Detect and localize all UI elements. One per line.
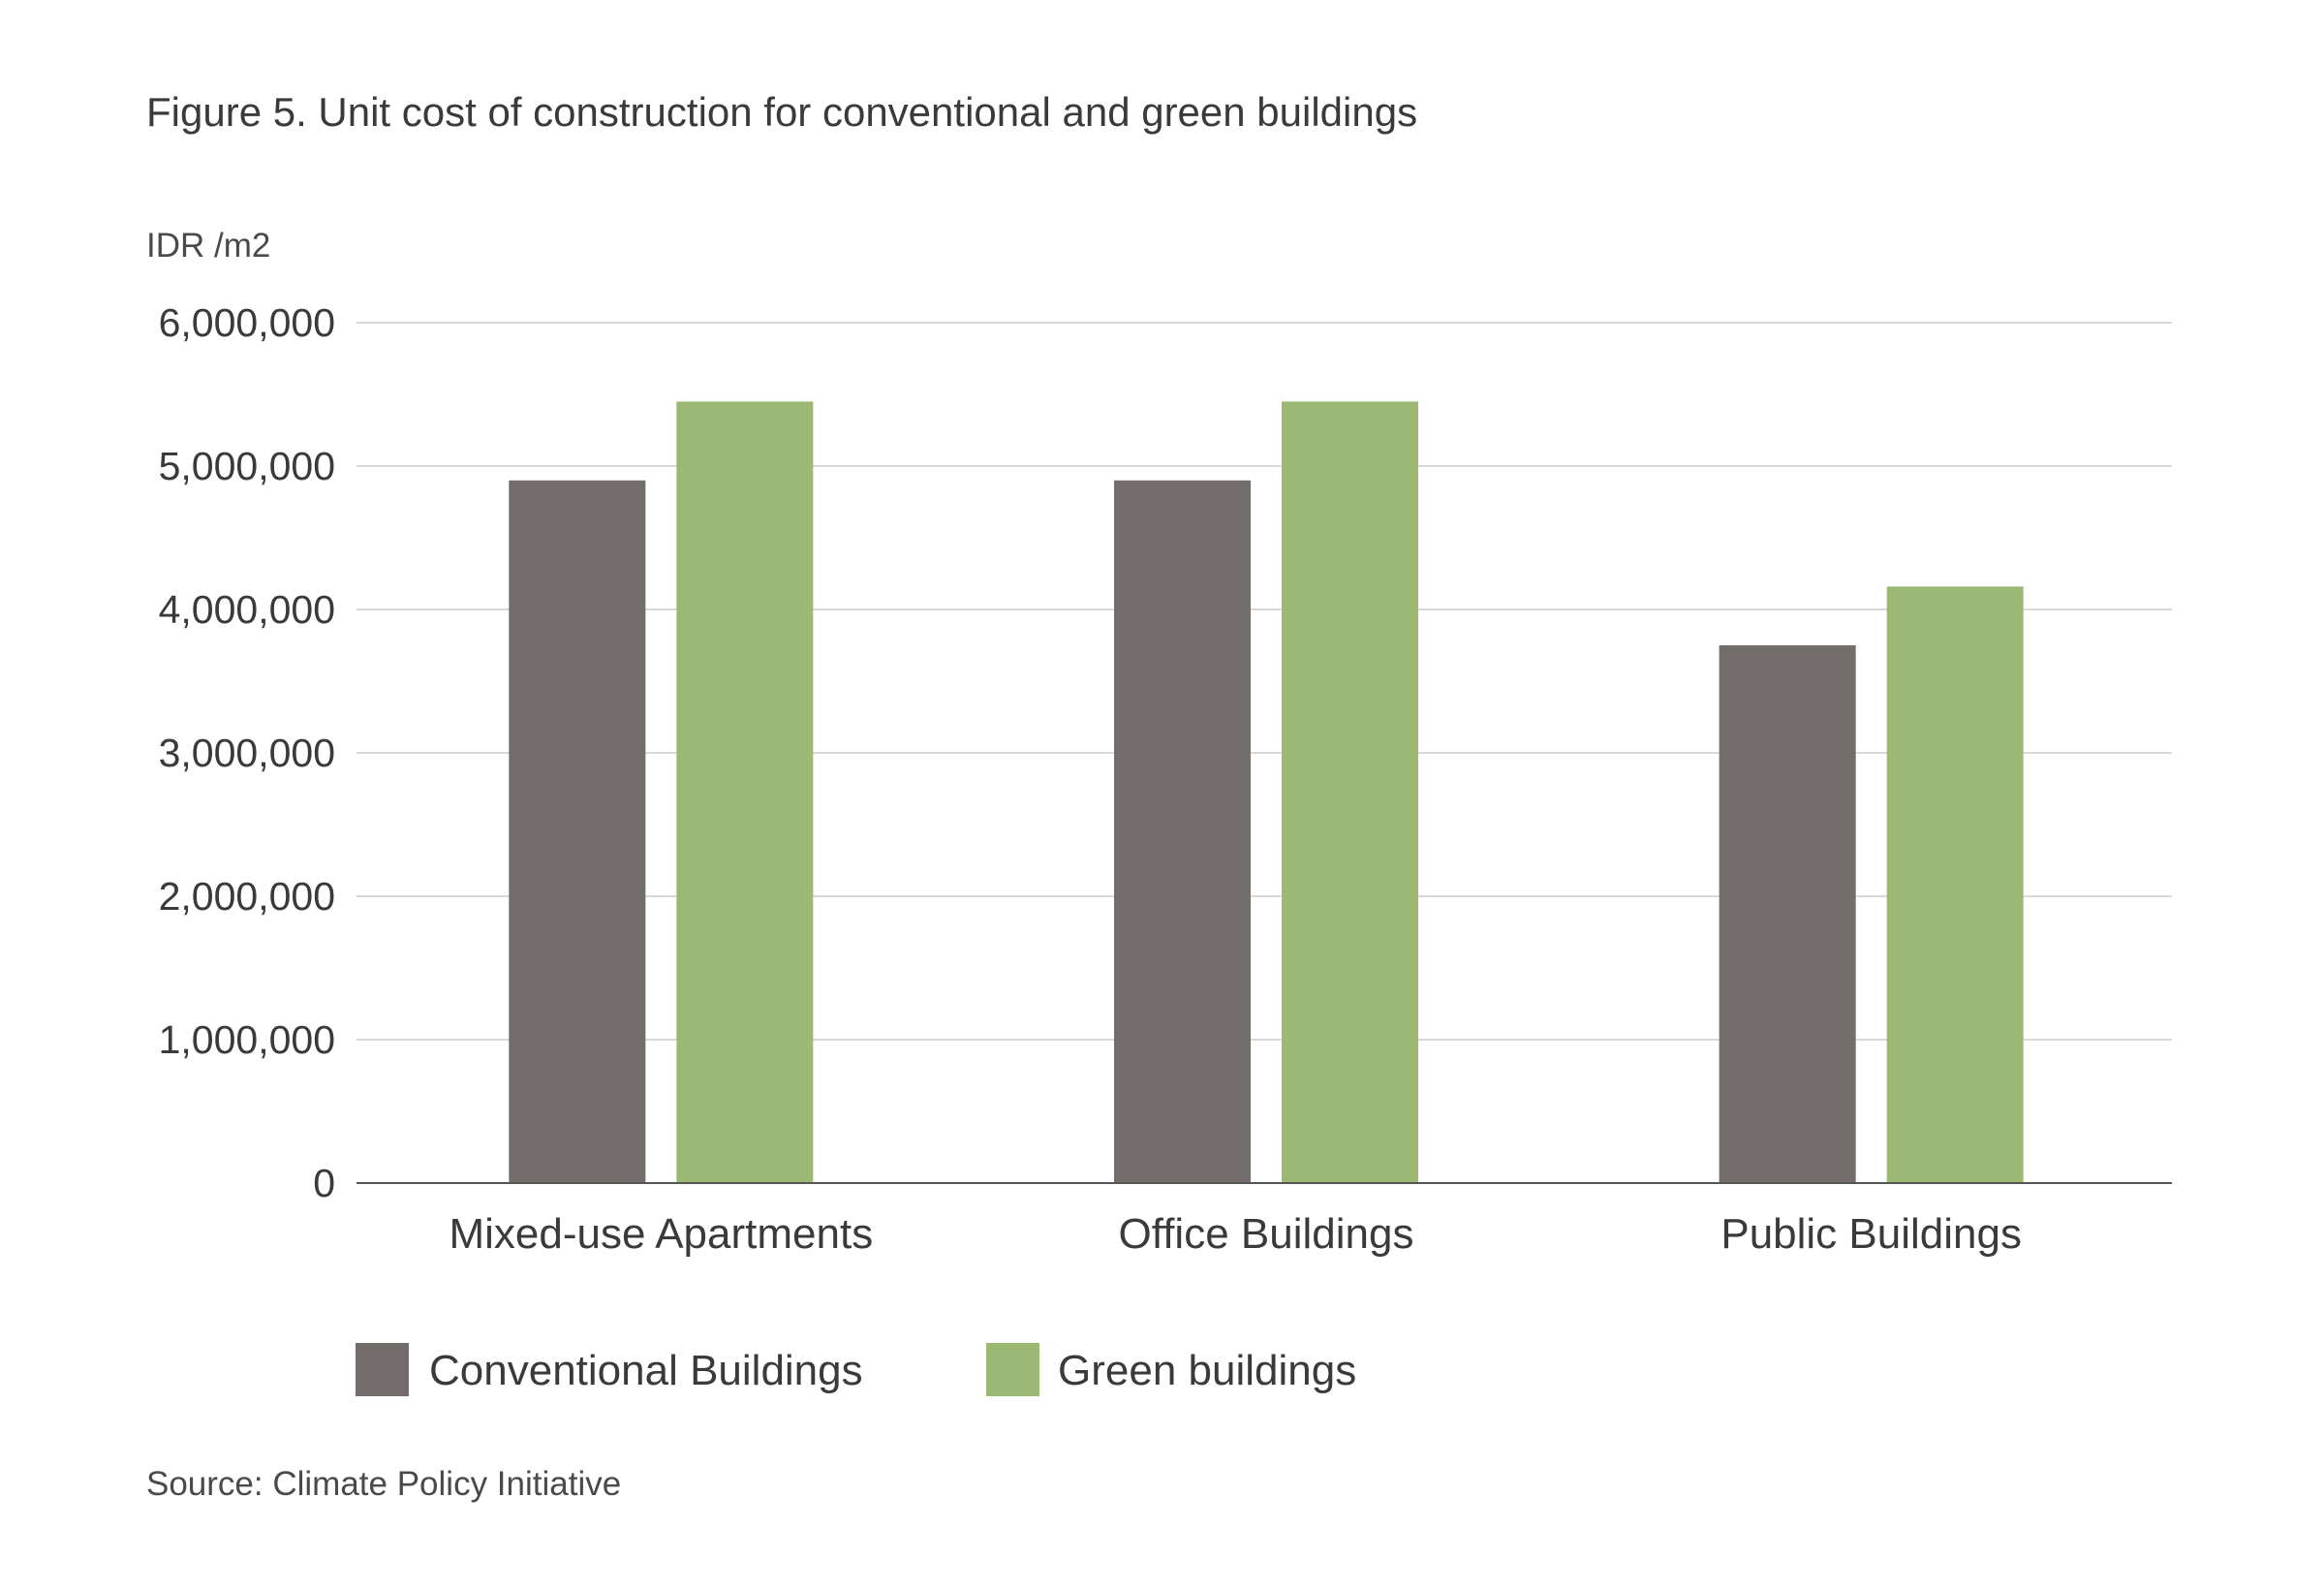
- bar-conventional: [509, 480, 646, 1183]
- y-tick-label: 5,000,000: [159, 444, 335, 488]
- bar-conventional: [1719, 645, 1856, 1183]
- bar-green: [1282, 401, 1418, 1183]
- y-tick-label: 1,000,000: [159, 1017, 335, 1062]
- x-axis-categories: Mixed-use Apartments Office Buildings Publ…: [449, 1210, 2022, 1258]
- bars: [509, 401, 2024, 1183]
- bar-conventional: [1114, 480, 1251, 1183]
- gridlines: [356, 322, 2172, 1041]
- y-tick-label: 0: [313, 1161, 335, 1205]
- bar-green: [676, 401, 814, 1183]
- y-tick-label: 4,000,000: [159, 587, 335, 632]
- legend: Conventional Buildings Green buildings: [356, 1343, 1356, 1396]
- legend-swatch: [356, 1343, 409, 1396]
- source-note: Source: Climate Policy Initiative: [146, 1465, 621, 1503]
- y-tick-label: 6,000,000: [159, 300, 335, 345]
- y-tick-label: 3,000,000: [159, 731, 335, 775]
- x-category-label: Office Buildings: [1119, 1210, 1414, 1258]
- x-category-label: Public Buildings: [1720, 1210, 2022, 1258]
- y-axis-ticks: 0 1,000,000 2,000,000 3,000,000 4,000,000 5,0…: [159, 300, 335, 1205]
- x-category-label: Mixed-use Apartments: [449, 1210, 873, 1258]
- legend-label: Green buildings: [1058, 1347, 1356, 1394]
- chart-title: Figure 5. Unit cost of construction for …: [146, 89, 1417, 135]
- legend-swatch: [986, 1343, 1039, 1396]
- y-tick-label: 2,000,000: [159, 874, 335, 919]
- legend-label: Conventional Buildings: [429, 1347, 863, 1394]
- y-axis-unit-label: IDR /m2: [146, 227, 270, 265]
- bar-green: [1886, 586, 2024, 1183]
